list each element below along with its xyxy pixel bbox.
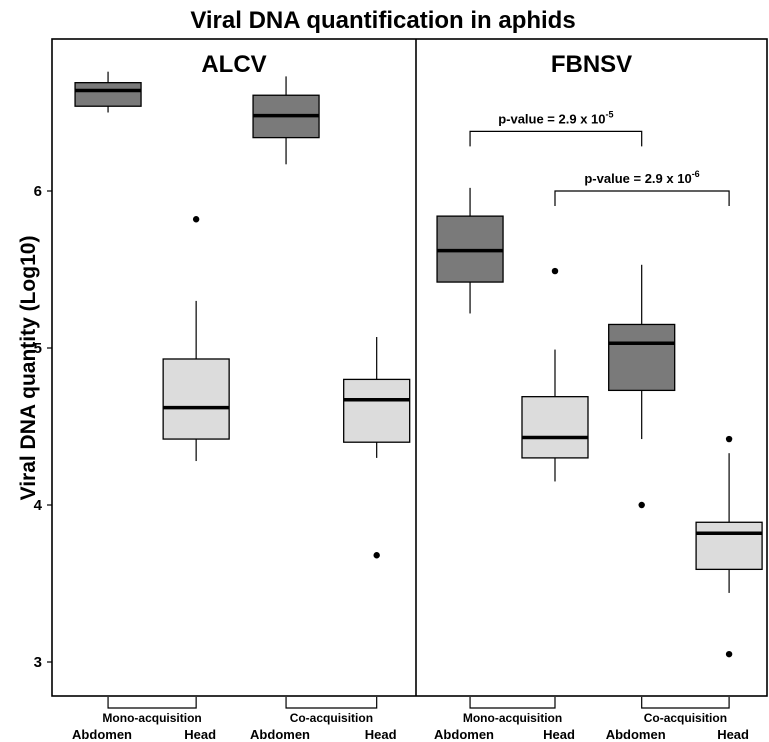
outlier-point [373,552,380,559]
y-tick-label: 3 [34,654,42,671]
group-bracket-fbnsv-0: Mono-acquisition Abdomen Head [434,697,575,742]
box-body [695,521,763,571]
tissue-label-head: Head [365,727,397,742]
y-tick-label: 6 [34,183,42,200]
pvalue-bracket: p-value = 2.9 x 10-5 [469,109,643,147]
tissue-label-head: Head [543,727,575,742]
tissue-label-abdomen: Abdomen [434,727,494,742]
box-body [608,323,676,392]
box-fbnsv-mono-acquisition-abdomen [436,187,504,314]
y-axis-label: Viral DNA quantity (Log10) [17,236,40,501]
group-bracket-alcv-0: Mono-acquisition Abdomen Head [72,697,216,742]
y-axis: 3 4 5 6 [34,183,52,671]
facet-panels: ALCV FBNSV [51,38,768,697]
box-fbnsv-mono-acquisition-head [521,267,589,482]
group-label: Mono-acquisition [463,711,562,725]
pvalue-exponent: -5 [606,109,614,119]
box-fbnsv-co-acquisition-abdomen [608,264,676,509]
plot-frame [51,38,768,697]
group-label: Co-acquisition [290,711,373,725]
box-body [343,378,411,443]
box-series [74,71,763,658]
group-bracket-line [641,697,730,709]
y-tick-label: 5 [34,340,42,357]
facet-label-fbnsv: FBNSV [551,51,632,78]
pvalue-exponent: -6 [692,169,700,179]
group-label: Co-acquisition [644,711,727,725]
box-alcv-co-acquisition-head [343,337,411,559]
box-body [521,396,589,459]
y-tick-label: 4 [34,497,43,514]
box-alcv-mono-acquisition-abdomen [74,71,142,113]
outlier-point [551,267,559,275]
box-body [74,82,142,107]
tissue-label-abdomen: Abdomen [72,727,132,742]
box-body [162,358,230,440]
pvalue-bracket: p-value = 2.9 x 10-6 [554,169,730,206]
group-bracket-line [469,697,556,709]
group-bracket-alcv-1: Co-acquisition Abdomen Head [250,697,397,742]
facet-label-alcv: ALCV [201,51,266,78]
box-fbnsv-co-acquisition-head [695,435,763,658]
pvalue-bracket-line [469,130,643,147]
box-alcv-mono-acquisition-head [162,216,230,462]
tissue-label-head: Head [717,727,749,742]
box-alcv-co-acquisition-abdomen [252,76,320,165]
pvalue-label: p-value = 2.9 x 10-6 [584,169,699,186]
group-bracket-line [285,697,378,709]
group-bracket-line [107,697,197,709]
tissue-label-head: Head [184,727,216,742]
group-label: Mono-acquisition [102,711,201,725]
pvalue-bracket-line [554,190,730,206]
tissue-label-abdomen: Abdomen [606,727,666,742]
tissue-label-abdomen: Abdomen [250,727,310,742]
group-bracket-fbnsv-1: Co-acquisition Abdomen Head [606,697,749,742]
chart-title: Viral DNA quantification in aphids [190,7,575,34]
outlier-point [725,650,733,658]
outlier-point [638,501,645,509]
significance-annotations: p-value = 2.9 x 10-5 p-value = 2.9 x 10-6 [469,109,730,206]
pvalue-label: p-value = 2.9 x 10-5 [498,109,613,126]
outlier-point [725,435,733,443]
outlier-point [192,216,200,223]
